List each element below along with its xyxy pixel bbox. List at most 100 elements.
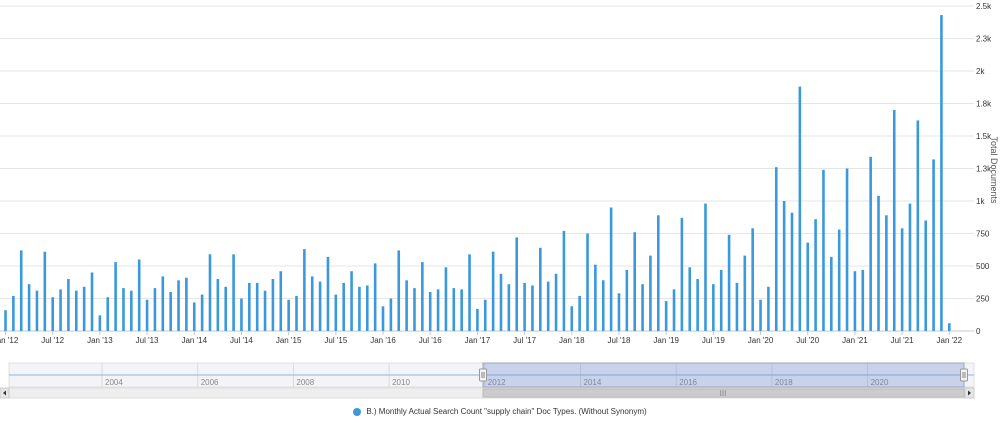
bar[interactable] — [837, 229, 841, 331]
bar[interactable] — [845, 168, 849, 332]
bar[interactable] — [562, 230, 566, 331]
bar[interactable] — [358, 286, 361, 331]
bar[interactable] — [892, 110, 896, 331]
legend-item[interactable]: B.) Monthly Actual Search Count "supply … — [353, 407, 647, 416]
bar[interactable] — [74, 290, 78, 331]
bar[interactable] — [287, 299, 290, 331]
bar[interactable] — [908, 203, 912, 331]
bar[interactable] — [192, 302, 196, 331]
bar[interactable] — [727, 234, 731, 331]
bar[interactable] — [145, 299, 149, 331]
bar[interactable] — [271, 279, 275, 331]
bar[interactable] — [649, 255, 652, 331]
bar[interactable] — [680, 217, 684, 331]
bar[interactable] — [51, 297, 54, 331]
bar[interactable] — [43, 251, 47, 331]
bar[interactable] — [609, 207, 613, 332]
navigator[interactable]: 2004 2006 2008 2010 2012 2014 2016 2018 2020 III — [0, 362, 975, 399]
bar[interactable] — [924, 220, 928, 332]
bar[interactable] — [161, 276, 165, 331]
bar[interactable] — [719, 269, 723, 331]
bar[interactable] — [625, 269, 629, 331]
bar[interactable] — [263, 290, 267, 331]
bar[interactable] — [523, 282, 526, 331]
bar[interactable] — [200, 294, 204, 331]
bar[interactable] — [67, 279, 70, 331]
bar[interactable] — [633, 232, 636, 331]
bar[interactable] — [232, 254, 235, 331]
bar[interactable] — [405, 280, 408, 331]
bar[interactable] — [444, 267, 448, 331]
bar[interactable] — [759, 299, 762, 331]
navigator-left-handle[interactable] — [479, 368, 487, 382]
bar[interactable] — [90, 272, 94, 332]
bar[interactable] — [468, 254, 471, 331]
bar[interactable] — [421, 262, 424, 331]
bar[interactable] — [216, 279, 220, 331]
bar[interactable] — [900, 228, 904, 331]
bar[interactable] — [877, 195, 880, 331]
bar[interactable] — [279, 271, 283, 331]
bar[interactable] — [397, 250, 401, 331]
bar[interactable] — [460, 289, 463, 331]
bar[interactable] — [137, 259, 141, 332]
bar[interactable] — [122, 288, 125, 331]
bar[interactable] — [224, 286, 228, 331]
bar[interactable] — [185, 277, 188, 331]
bar[interactable] — [578, 295, 581, 331]
bar[interactable] — [153, 288, 157, 331]
bar[interactable] — [130, 290, 133, 331]
bar[interactable] — [4, 310, 7, 331]
bar[interactable] — [499, 273, 503, 331]
bar[interactable] — [483, 299, 487, 331]
bar[interactable] — [743, 255, 747, 331]
bar[interactable] — [507, 284, 511, 331]
bar[interactable] — [389, 298, 393, 332]
bar[interactable] — [594, 264, 597, 331]
bar[interactable] — [751, 228, 754, 331]
bar[interactable] — [932, 159, 935, 331]
bar[interactable] — [326, 256, 330, 331]
bar[interactable] — [318, 281, 322, 331]
bar[interactable] — [381, 306, 385, 331]
bar[interactable] — [861, 269, 865, 331]
bar[interactable] — [767, 286, 770, 331]
bar[interactable] — [452, 288, 456, 331]
scrollbar-thumb[interactable] — [482, 388, 965, 398]
bar[interactable] — [428, 292, 432, 331]
bar[interactable] — [342, 282, 345, 331]
bar[interactable] — [940, 15, 943, 331]
bar[interactable] — [248, 282, 251, 331]
navigator-right-handle[interactable] — [960, 368, 968, 382]
bar[interactable] — [106, 297, 110, 331]
bar[interactable] — [664, 301, 668, 331]
bar[interactable] — [554, 273, 558, 331]
bar[interactable] — [295, 295, 298, 331]
bar[interactable] — [12, 295, 15, 331]
bar[interactable] — [869, 156, 872, 331]
bar[interactable] — [672, 289, 676, 331]
bar[interactable] — [373, 263, 377, 331]
bar[interactable] — [822, 169, 825, 331]
bar[interactable] — [617, 293, 621, 331]
bar[interactable] — [853, 271, 857, 331]
bar[interactable] — [830, 256, 833, 331]
bar[interactable] — [515, 237, 519, 331]
bar[interactable] — [436, 289, 440, 331]
bar[interactable] — [806, 242, 810, 331]
bar[interactable] — [114, 262, 117, 331]
bar[interactable] — [539, 247, 542, 331]
navigator-selection[interactable] — [482, 362, 965, 388]
bar[interactable] — [790, 212, 794, 331]
bar[interactable] — [531, 285, 534, 332]
bar[interactable] — [177, 280, 180, 331]
bar[interactable] — [208, 254, 212, 331]
bar[interactable] — [948, 323, 951, 331]
bar[interactable] — [570, 306, 574, 331]
bar[interactable] — [735, 282, 739, 331]
bar[interactable] — [641, 284, 644, 331]
bar[interactable] — [82, 286, 86, 331]
bar[interactable] — [885, 215, 888, 331]
bar[interactable] — [19, 250, 23, 331]
bar[interactable] — [27, 284, 31, 331]
